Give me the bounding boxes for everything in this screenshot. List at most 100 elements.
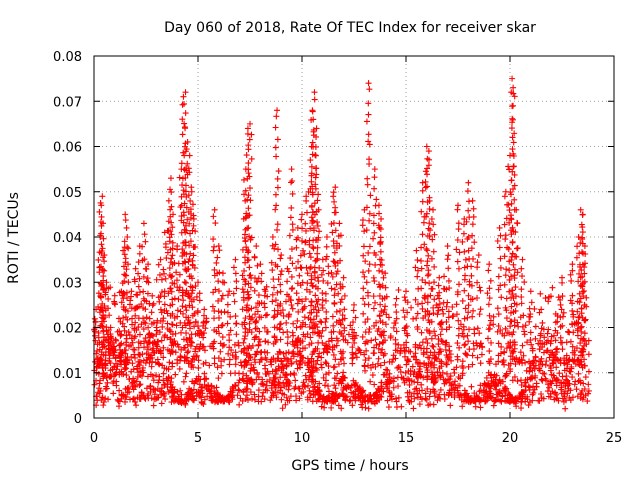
data-point	[278, 396, 285, 403]
data-point	[436, 365, 443, 372]
data-point	[233, 320, 240, 327]
data-point	[557, 357, 564, 364]
data-point	[376, 292, 383, 299]
data-point	[214, 254, 221, 261]
data-point	[435, 307, 442, 314]
data-point	[337, 299, 344, 306]
data-point	[352, 314, 359, 321]
data-point	[243, 244, 250, 251]
data-point	[299, 298, 306, 305]
data-point	[187, 294, 194, 301]
data-point	[471, 390, 478, 397]
data-point	[176, 271, 183, 278]
data-point	[165, 374, 172, 381]
data-point	[249, 395, 255, 402]
x-tick-label: 25	[606, 431, 623, 446]
data-point	[461, 287, 468, 294]
data-point	[215, 297, 222, 304]
data-point	[173, 322, 180, 329]
data-point	[375, 202, 382, 209]
data-point	[116, 387, 123, 394]
data-point	[279, 361, 286, 368]
data-point	[173, 277, 180, 284]
data-point	[331, 286, 338, 293]
data-point	[543, 348, 550, 355]
data-point	[316, 380, 323, 387]
data-point	[310, 218, 317, 225]
data-point	[511, 182, 518, 189]
data-point	[214, 364, 221, 371]
data-point	[518, 300, 525, 307]
data-point	[280, 365, 287, 372]
data-point	[312, 321, 319, 328]
data-point	[392, 347, 399, 354]
data-point	[135, 259, 142, 266]
data-point	[328, 269, 335, 276]
data-point	[221, 341, 228, 348]
data-point	[112, 355, 119, 362]
data-point	[181, 279, 188, 286]
data-point	[476, 284, 483, 291]
data-point	[123, 266, 130, 273]
data-point	[537, 361, 544, 368]
data-point	[574, 327, 581, 334]
data-point	[125, 384, 132, 391]
data-point	[233, 278, 240, 285]
data-point	[375, 325, 382, 332]
data-point	[101, 303, 108, 310]
data-point	[198, 384, 205, 391]
data-point	[182, 239, 189, 246]
data-point	[362, 357, 369, 364]
data-point	[118, 395, 125, 402]
data-point	[582, 392, 589, 399]
data-point	[150, 377, 157, 384]
data-point	[176, 398, 183, 405]
data-point	[474, 264, 481, 271]
data-point	[308, 178, 315, 185]
data-point	[376, 281, 383, 288]
data-point	[169, 273, 176, 280]
data-point	[247, 284, 254, 291]
data-point	[179, 292, 186, 299]
y-tick-label: 0.03	[53, 276, 82, 291]
data-point	[153, 327, 160, 334]
data-point	[143, 385, 150, 392]
data-point	[179, 131, 186, 138]
data-point	[377, 248, 384, 255]
data-point	[304, 331, 311, 338]
data-point	[136, 250, 143, 257]
data-point	[303, 376, 310, 383]
data-point	[462, 305, 469, 312]
data-point	[302, 296, 309, 303]
data-point	[178, 329, 185, 336]
data-point	[481, 383, 488, 390]
data-point	[218, 322, 225, 329]
data-point	[521, 279, 528, 286]
data-point	[233, 285, 240, 292]
data-point	[574, 332, 581, 339]
data-point	[142, 335, 149, 342]
data-point	[185, 192, 192, 199]
data-point	[511, 93, 518, 100]
data-point	[254, 371, 261, 378]
data-point	[569, 349, 576, 356]
data-point	[522, 383, 529, 390]
data-point	[166, 359, 173, 366]
data-point	[522, 359, 529, 366]
data-point	[390, 352, 397, 359]
data-point	[174, 243, 181, 250]
data-point	[272, 191, 279, 198]
data-point	[541, 370, 548, 377]
data-point	[573, 386, 580, 393]
data-point	[352, 388, 359, 395]
data-point	[180, 297, 187, 304]
data-point	[169, 301, 176, 308]
data-point	[173, 269, 180, 276]
data-point	[224, 301, 231, 308]
data-point	[490, 321, 497, 328]
data-point	[410, 390, 417, 397]
data-point	[581, 260, 588, 267]
data-point	[445, 376, 452, 383]
data-point	[375, 222, 382, 229]
data-point	[410, 405, 417, 412]
